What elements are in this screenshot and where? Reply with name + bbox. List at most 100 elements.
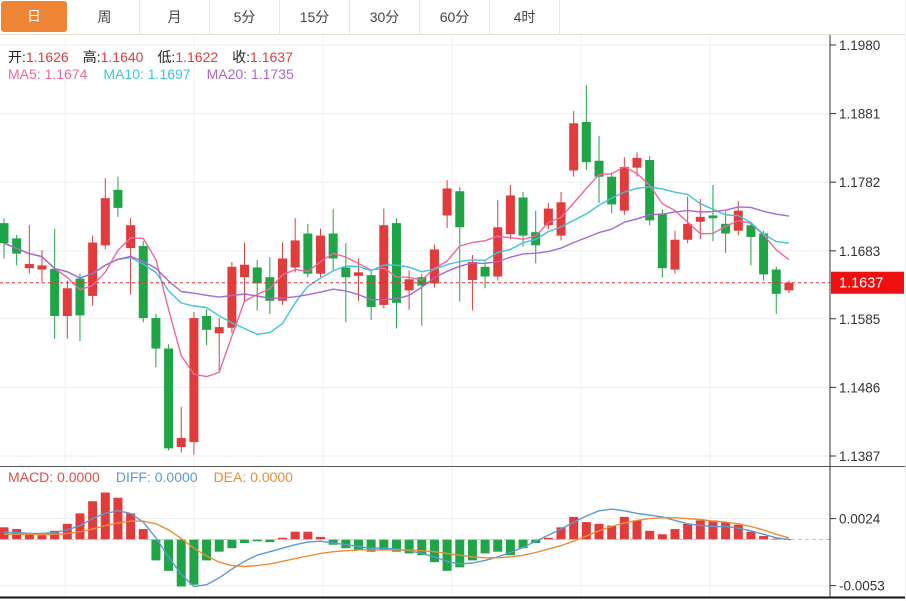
macd-bar	[784, 539, 794, 540]
macd-bar	[594, 523, 604, 540]
close-label: 收:	[232, 49, 251, 65]
macd-bar	[379, 539, 389, 550]
macd-bar	[328, 539, 338, 545]
candle	[505, 185, 515, 240]
macd-bar	[404, 539, 414, 554]
candle	[227, 261, 237, 333]
tab-4时[interactable]: 4时	[490, 0, 560, 34]
macd-bar	[746, 531, 756, 540]
candle-body	[708, 215, 718, 219]
candle-body	[138, 245, 148, 319]
dea-label: DEA:	[213, 469, 247, 485]
macd-bar	[518, 539, 528, 549]
macd-bar	[176, 539, 186, 587]
candle	[594, 135, 604, 204]
candle	[391, 218, 401, 329]
candle-body	[695, 216, 705, 222]
axis-label: 1.1881	[839, 107, 880, 122]
macd-bar	[556, 527, 566, 540]
candle	[683, 196, 693, 244]
candle-body	[316, 235, 325, 274]
tab-周[interactable]: 周	[70, 0, 140, 34]
candle	[328, 209, 338, 271]
macd-bar	[202, 539, 212, 561]
candle	[100, 178, 110, 250]
candle-body	[100, 198, 110, 246]
diff-label: DIFF:	[115, 469, 151, 485]
close-value: 1.1637	[250, 49, 293, 65]
candle	[164, 344, 174, 451]
macd-bar	[607, 525, 617, 540]
candle	[240, 242, 250, 301]
candle-body	[328, 233, 338, 259]
macd-bar	[252, 539, 262, 542]
candle-body	[759, 233, 769, 275]
low-label: 低:	[157, 49, 176, 65]
macd-bar	[695, 520, 705, 540]
candle-body	[556, 202, 566, 236]
macd-bar	[214, 539, 224, 552]
macd-bar	[366, 539, 376, 552]
price-axis: 1.1980 1.1881 1.1782 1.1683 1.1585 1.1486 1.13…	[0, 35, 905, 599]
candle	[113, 176, 123, 217]
candle-body	[24, 264, 34, 269]
candle-body	[455, 191, 465, 228]
macd-bar	[429, 539, 439, 563]
macd-bar	[37, 535, 47, 540]
candle-body	[404, 279, 414, 291]
candle-body	[417, 277, 427, 286]
candle-body	[746, 225, 756, 237]
axis-label: 1.1782	[839, 175, 880, 190]
candle	[88, 235, 98, 306]
candle	[202, 309, 212, 346]
macd-bar	[50, 530, 60, 540]
candle-body	[252, 267, 262, 284]
ma20-line	[3, 206, 790, 301]
candle-body	[480, 266, 490, 277]
candle	[62, 280, 72, 339]
candle-body	[151, 318, 161, 349]
tab-5分[interactable]: 5分	[210, 0, 280, 34]
candle	[771, 266, 781, 314]
macd-bar	[189, 539, 199, 585]
tab-60分[interactable]: 60分	[420, 0, 490, 34]
candle-body	[227, 266, 237, 328]
chart-canvas[interactable]: 1.1980 1.1881 1.1782 1.1683 1.1585 1.1486 1.13…	[0, 35, 905, 601]
macd-bar	[670, 529, 680, 540]
timeframe-tabs: 日周月 5分 15分 30分 60分 4时	[0, 0, 905, 35]
candle	[12, 234, 22, 266]
macd-bar	[467, 539, 477, 561]
axis-label: 1.1585	[839, 312, 880, 327]
ma10-line	[3, 186, 789, 335]
macd-bar	[62, 523, 72, 540]
macd-bar	[569, 516, 579, 540]
macd-legend: MACD: 0.0000 DIFF: 0.0000 DEA: 0.0000	[8, 469, 309, 485]
tab-日[interactable]: 日	[1, 1, 67, 32]
tab-30分[interactable]: 30分	[350, 0, 420, 34]
macd-bar	[721, 522, 731, 540]
macd-bar	[581, 522, 591, 540]
tab-月[interactable]: 月	[140, 0, 210, 34]
macd-bar	[0, 527, 9, 540]
open-label: 开:	[8, 49, 26, 65]
candle-body	[505, 195, 515, 235]
axis-label: 1.1486	[839, 380, 880, 395]
macd-bar	[645, 530, 655, 540]
candle-body	[607, 176, 617, 205]
tab-15分[interactable]: 15分	[280, 0, 350, 34]
candle-body	[214, 327, 224, 334]
candle-body	[721, 223, 731, 234]
candle-body	[176, 437, 186, 447]
candle	[632, 152, 642, 177]
macd-label: MACD:	[8, 469, 54, 485]
grid-layer	[0, 35, 905, 601]
candle	[50, 228, 60, 339]
macd-layer	[0, 492, 830, 588]
current-price-tag	[831, 271, 904, 294]
candle-body	[569, 123, 579, 171]
candle	[746, 221, 756, 266]
diff-line	[4, 508, 789, 588]
candle	[176, 406, 186, 453]
candle	[24, 225, 34, 274]
candle-body	[645, 160, 655, 221]
